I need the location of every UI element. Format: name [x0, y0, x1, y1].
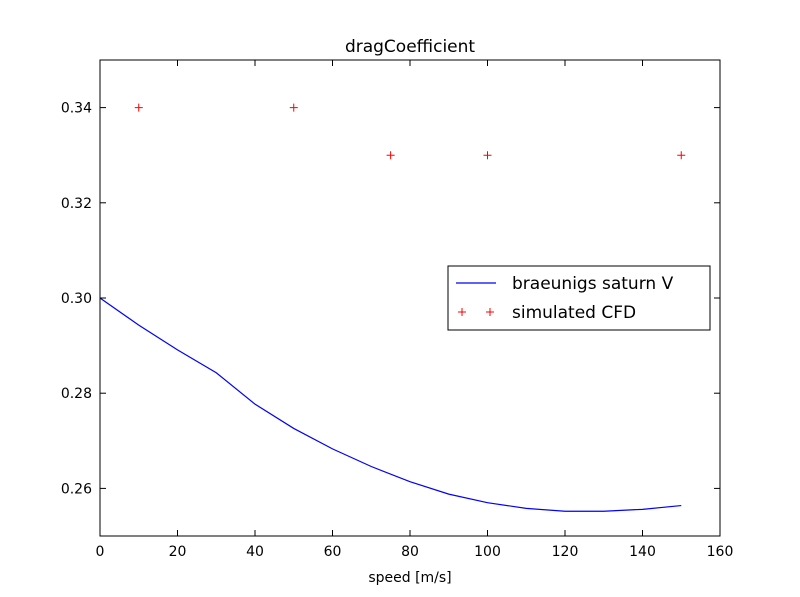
plot-area: 0 20 40 60 80 100 120 140 160 0.26 0.28 0.30 0.32 0.3…: [61, 59, 734, 560]
legend-swatch-marker: [486, 308, 494, 316]
data-point-marker: [386, 151, 395, 160]
legend: braeunigs saturn V simulated CFD: [447, 265, 711, 331]
x-tick-label: 120: [552, 544, 579, 560]
data-point-marker: [134, 103, 143, 112]
chart-title: dragCoefficient: [345, 37, 475, 57]
y-tick-label: 0.26: [61, 481, 92, 497]
data-point-marker: [677, 151, 686, 160]
legend-entry-label: simulated CFD: [512, 303, 636, 323]
y-tick-label: 0.30: [61, 291, 92, 307]
x-tick-label: 0: [96, 544, 105, 560]
x-tick-label: 60: [324, 544, 342, 560]
data-point-marker: [483, 151, 492, 160]
x-tick-label: 140: [629, 544, 656, 560]
legend-swatch-marker: [458, 308, 466, 316]
x-tick-label: 160: [707, 544, 734, 560]
x-axis-label: speed [m/s]: [368, 570, 451, 586]
y-tick-label: 0.32: [61, 196, 92, 212]
x-tick-label: 100: [474, 544, 501, 560]
x-tick-label: 40: [246, 544, 264, 560]
series-points-simulated-cfd: [134, 103, 686, 160]
x-tick-label: 80: [401, 544, 419, 560]
x-tick-label: 20: [169, 544, 187, 560]
data-point-marker: [289, 103, 298, 112]
legend-entry-label: braeunigs saturn V: [512, 274, 674, 294]
legend-box: [447, 265, 711, 331]
y-tick-label: 0.28: [61, 386, 92, 402]
series-line-braeunigs-saturn-v: [100, 297, 682, 512]
y-tick-label: 0.34: [61, 101, 92, 117]
